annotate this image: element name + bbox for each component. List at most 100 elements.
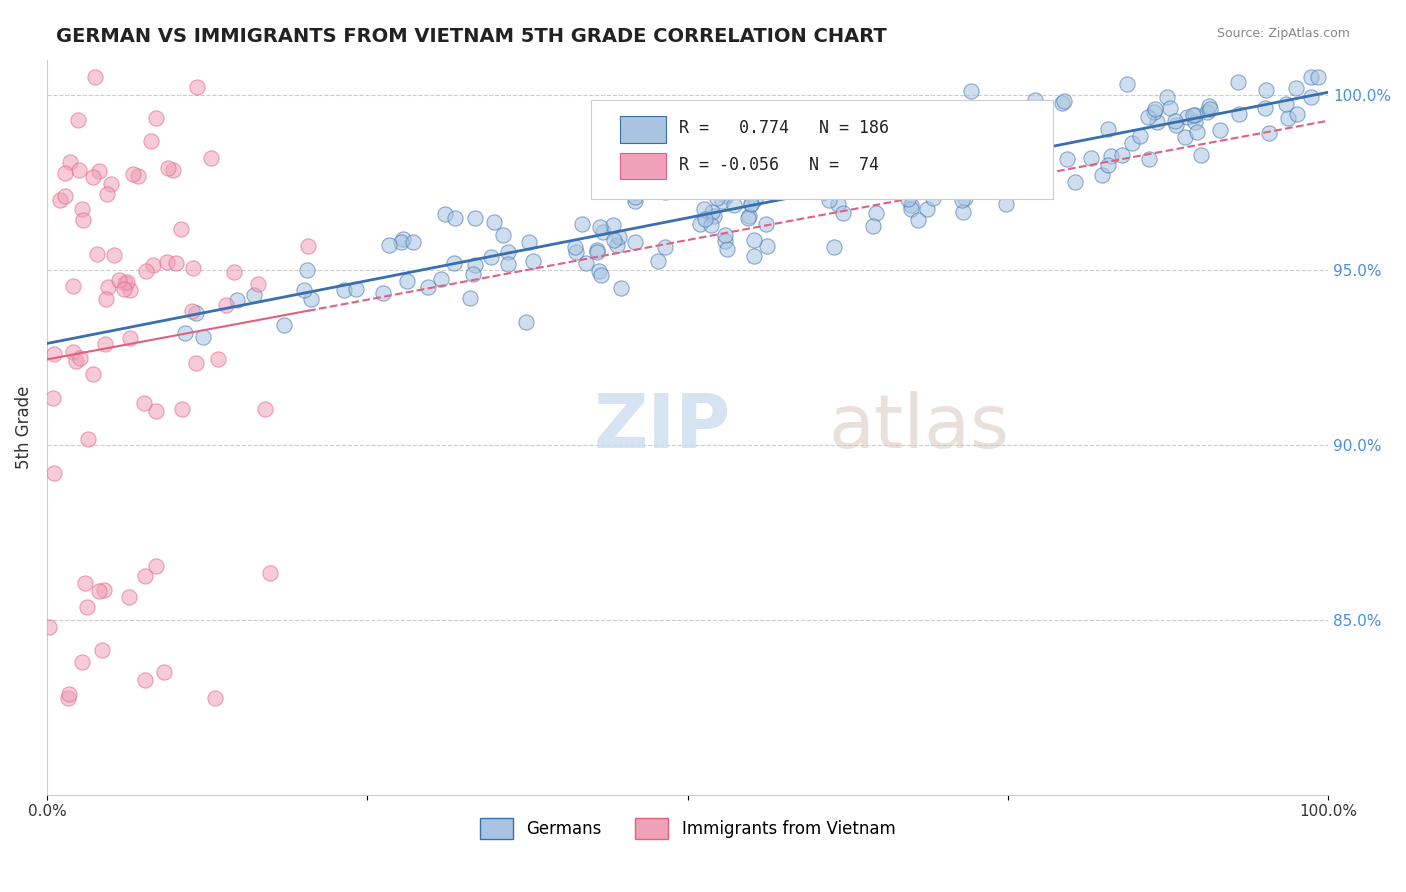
Point <box>953 191 976 205</box>
Point <box>894 151 917 165</box>
Point <box>482 215 505 229</box>
Point <box>418 280 440 294</box>
Point <box>145 559 167 574</box>
Point <box>67 113 90 128</box>
Text: R =   0.774   N = 186: R = 0.774 N = 186 <box>679 119 889 137</box>
Legend: Germans, Immigrants from Vietnam: Germans, Immigrants from Vietnam <box>472 812 903 846</box>
Point <box>738 209 761 223</box>
Point <box>1144 102 1167 116</box>
Point <box>297 238 319 252</box>
Point <box>1301 70 1323 84</box>
Point <box>517 235 540 249</box>
Point <box>247 277 270 292</box>
Point <box>87 164 110 178</box>
Point <box>897 192 920 206</box>
Point <box>378 238 401 252</box>
Point <box>900 202 922 217</box>
Point <box>1111 148 1133 162</box>
Point <box>742 233 765 247</box>
Point <box>740 197 762 211</box>
Point <box>96 292 118 306</box>
Point <box>651 174 673 188</box>
Point <box>1159 101 1181 115</box>
Point <box>135 264 157 278</box>
Point <box>654 185 676 199</box>
Point <box>114 276 136 290</box>
FancyBboxPatch shape <box>620 116 665 143</box>
Point <box>273 318 295 332</box>
Text: GERMAN VS IMMIGRANTS FROM VIETNAM 5TH GRADE CORRELATION CHART: GERMAN VS IMMIGRANTS FROM VIETNAM 5TH GR… <box>56 27 887 45</box>
Point <box>846 128 869 143</box>
Point <box>1195 104 1218 119</box>
Point <box>1177 111 1199 125</box>
Point <box>118 330 141 344</box>
Point <box>292 283 315 297</box>
Point <box>948 178 970 192</box>
Point <box>91 643 114 657</box>
Point <box>714 234 737 248</box>
Point <box>222 265 245 279</box>
Point <box>94 337 117 351</box>
Point <box>1254 101 1277 115</box>
Point <box>58 687 80 701</box>
Point <box>134 396 156 410</box>
Point <box>623 185 645 199</box>
Point <box>76 600 98 615</box>
Point <box>924 139 946 153</box>
Point <box>242 287 264 301</box>
Point <box>180 304 202 318</box>
Point <box>711 194 734 209</box>
Point <box>89 583 111 598</box>
Point <box>122 167 145 181</box>
Point <box>107 272 129 286</box>
Point <box>42 391 65 405</box>
Point <box>811 164 834 178</box>
Point <box>991 102 1014 116</box>
Point <box>744 193 766 207</box>
Point <box>1208 123 1230 137</box>
Point <box>960 148 983 162</box>
Point <box>817 194 839 208</box>
Point <box>735 181 758 195</box>
Point <box>48 193 70 207</box>
Point <box>591 268 613 282</box>
Point <box>873 153 896 167</box>
Point <box>925 161 948 175</box>
Point <box>1275 96 1298 111</box>
Point <box>1053 94 1076 108</box>
Point <box>259 566 281 581</box>
Point <box>42 466 65 480</box>
Point <box>186 80 208 95</box>
Point <box>1143 105 1166 120</box>
FancyBboxPatch shape <box>592 100 1053 199</box>
Point <box>565 244 588 259</box>
Point <box>186 356 208 370</box>
Point <box>145 111 167 125</box>
Point <box>170 401 193 416</box>
Point <box>785 175 807 189</box>
Point <box>72 212 94 227</box>
Point <box>865 205 887 219</box>
Point <box>862 219 884 233</box>
Point <box>1299 90 1322 104</box>
Point <box>977 143 1000 157</box>
Point <box>1164 114 1187 128</box>
Point <box>917 202 939 216</box>
Point <box>1226 75 1249 89</box>
Point <box>496 257 519 271</box>
Point <box>742 249 765 263</box>
Point <box>492 228 515 243</box>
Point <box>1174 130 1197 145</box>
Point <box>813 185 835 199</box>
Point <box>67 162 90 177</box>
Point <box>253 402 276 417</box>
Point <box>610 281 633 295</box>
Text: Source: ZipAtlas.com: Source: ZipAtlas.com <box>1216 27 1350 40</box>
Point <box>1129 128 1152 143</box>
Point <box>723 198 745 212</box>
Point <box>602 218 624 232</box>
Point <box>96 187 118 202</box>
Y-axis label: 5th Grade: 5th Grade <box>15 385 32 469</box>
Point <box>994 197 1017 211</box>
Point <box>226 293 249 307</box>
